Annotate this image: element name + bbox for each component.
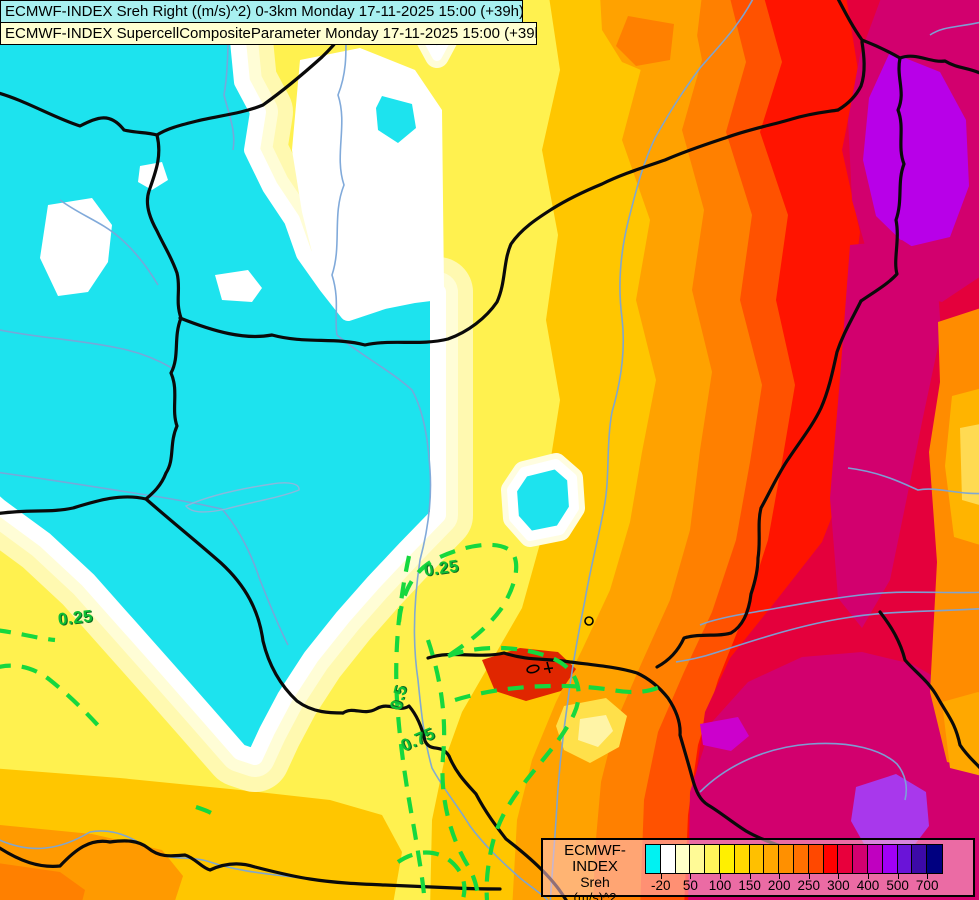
colorbar-tick-label: 50 <box>682 878 698 893</box>
colorbar-tickmark <box>720 873 721 879</box>
colorbar-tick-label: 700 <box>915 878 939 893</box>
low-value-cyan-region <box>0 0 585 792</box>
colorbar-tickmark <box>749 873 751 879</box>
colorbar-swatch <box>660 845 676 873</box>
colorbar-tickmark <box>779 873 781 879</box>
colorbar-swatch <box>764 845 780 873</box>
colorbar-swatch <box>838 845 854 873</box>
colorbar-swatch <box>897 845 913 873</box>
map-title-sreh: ECMWF-INDEX Sreh Right ((m/s)^2) 0-3km M… <box>0 0 523 23</box>
colorbar-swatch <box>853 845 868 873</box>
colorbar-tick-label: 300 <box>827 878 850 893</box>
colorbar-swatch <box>793 845 809 873</box>
legend-title-variable: Sreh <box>580 874 610 890</box>
colorbar-legend: ECMWF-INDEX Sreh (m/s)^2 -20 50 100 150 200 2… <box>541 838 975 900</box>
colorbar-tickmark <box>868 873 869 879</box>
colorbar-tick-label: 500 <box>886 878 909 893</box>
legend-title: ECMWF-INDEX Sreh (m/s)^2 <box>545 843 645 900</box>
colorbar-swatch <box>734 845 750 873</box>
small-contour-marks <box>526 616 594 674</box>
colorbar-tickmark <box>838 873 840 879</box>
colorbar-tickmark <box>897 873 899 879</box>
scp-contours <box>0 542 663 900</box>
colorbar-tick-label: 400 <box>856 878 880 893</box>
lake-balaton-outline <box>184 482 300 513</box>
colorbar-tick-label: 100 <box>708 878 732 893</box>
colorbar-tick-label: 200 <box>767 878 791 893</box>
colorbar-tick-label: 250 <box>797 878 821 893</box>
colorbar-swatch <box>867 845 883 873</box>
legend-title-model: ECMWF-INDEX <box>564 842 626 875</box>
colorbar-swatch <box>719 845 735 873</box>
colorbar-swatch <box>749 845 765 873</box>
scp-contour-value-label: 0.25 <box>56 606 94 629</box>
colorbar-tickmark <box>690 873 692 879</box>
colorbar-swatch <box>690 845 706 873</box>
colorbar-swatch <box>808 845 824 873</box>
colorbar-swatches <box>645 844 943 874</box>
colorbar-tick-label: 150 <box>738 878 761 893</box>
colorbar-tickmark <box>927 873 929 879</box>
colorbar-swatch <box>646 845 661 873</box>
colorbar-tickmark <box>808 873 810 879</box>
colorbar-swatch <box>675 845 691 873</box>
colorbar-swatch <box>823 845 839 873</box>
colorbar-swatch <box>779 845 794 873</box>
legend-title-units: (m/s)^2 <box>573 890 617 900</box>
colorbar-swatch <box>705 845 720 873</box>
colorbar-swatch <box>927 845 942 873</box>
colorbar-tick-label: -20 <box>651 878 671 893</box>
colorbar-tickmark <box>660 873 662 879</box>
colorbar-swatch <box>882 845 898 873</box>
colorbar-swatch <box>912 845 928 873</box>
map-title-scp: ECMWF-INDEX SupercellCompositeParameter … <box>0 22 537 45</box>
